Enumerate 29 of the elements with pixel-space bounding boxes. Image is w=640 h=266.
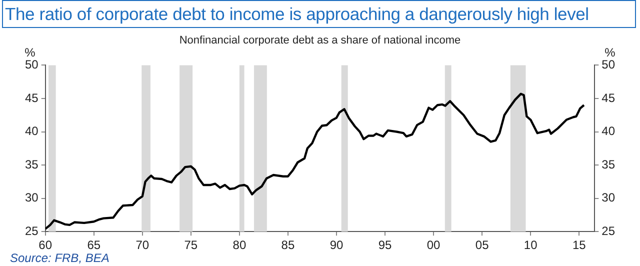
y-tick-label: 40 — [24, 124, 39, 138]
x-tick-label: 80 — [232, 238, 246, 252]
y2-tick-label: 25 — [602, 224, 616, 238]
y-tick-label: 25 — [24, 224, 39, 238]
x-tick-label: 10 — [524, 238, 538, 252]
y2-tick-label: 50 — [602, 58, 616, 72]
x-tick-label: 15 — [572, 238, 586, 252]
y-tick-label: 50 — [24, 58, 39, 72]
x-tick-label: 85 — [281, 238, 295, 252]
x-tick-label: 00 — [426, 238, 441, 252]
x-tick-label: 60 — [38, 238, 52, 252]
y2-tick-label: 40 — [602, 124, 616, 138]
source-note: Source: FRB, BEA — [10, 251, 110, 265]
chart-title: The ratio of corporate debt to income is approaching a dangerously high level — [2, 0, 636, 28]
x-tick-label: 70 — [136, 238, 150, 252]
y-tick-label: 45 — [24, 90, 39, 105]
x-tick-label: 75 — [184, 238, 198, 252]
y2-tick-label: 30 — [602, 190, 616, 205]
chart-subtitle: Nonfinancial corporate debt as a share of national income — [179, 34, 461, 47]
x-tick-label: 95 — [378, 238, 392, 252]
x-tick-label: 90 — [330, 238, 344, 252]
y2-tick-label: 35 — [602, 157, 616, 172]
y-axis-title: % — [24, 46, 36, 60]
y2-tick-label: 45 — [602, 90, 616, 105]
x-tick-label: 05 — [475, 238, 490, 252]
y-tick-label: 35 — [24, 157, 39, 172]
y-tick-label: 30 — [24, 190, 39, 205]
x-tick-label: 65 — [87, 238, 101, 252]
y2-axis-title: % — [604, 46, 616, 60]
